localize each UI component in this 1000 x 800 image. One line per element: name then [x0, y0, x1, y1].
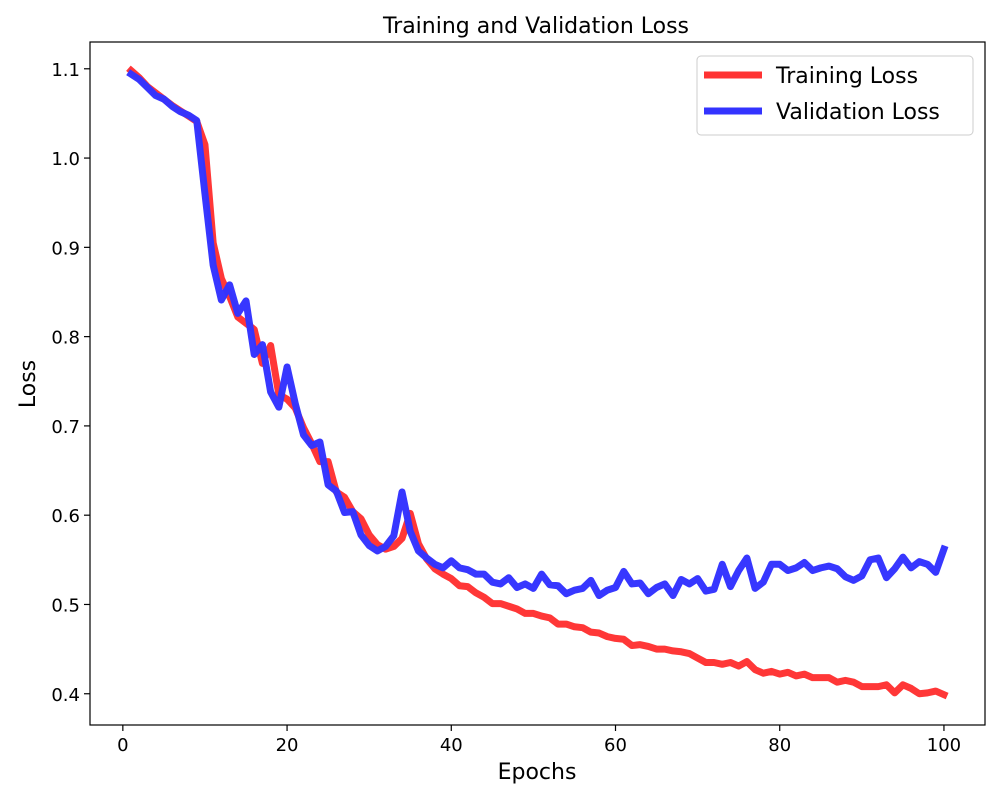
y-tick-label: 0.9 [51, 238, 80, 259]
y-tick-label: 0.5 [51, 595, 80, 616]
x-axis-title: Epochs [498, 760, 577, 785]
legend-label-validation-loss: Validation Loss [776, 100, 940, 125]
y-tick-label: 0.4 [51, 685, 80, 706]
chart-title: Training and Validation Loss [382, 14, 689, 39]
x-tick-label: 80 [768, 735, 791, 756]
y-axis: 0.4 0.5 0.6 0.7 0.8 0.9 1.0 1.1 [51, 60, 90, 706]
y-tick-label: 1.1 [51, 60, 80, 81]
y-tick-label: 1.0 [51, 149, 80, 170]
legend-box [696, 55, 974, 136]
legend-label-training-loss: Training Loss [775, 64, 918, 89]
series-line-training-loss [126, 65, 949, 700]
x-axis: 0 20 40 60 80 100 [117, 725, 961, 756]
x-tick-label: 60 [604, 735, 627, 756]
legend: Training Loss Validation Loss [696, 55, 974, 136]
x-tick-label: 40 [440, 735, 463, 756]
y-axis-title: Loss [16, 360, 41, 408]
x-tick-label: 0 [117, 735, 128, 756]
y-tick-label: 0.7 [51, 417, 80, 438]
y-tick-label: 0.8 [51, 328, 80, 349]
x-tick-label: 20 [276, 735, 299, 756]
plot-lines [126, 65, 949, 700]
x-tick-label: 100 [927, 735, 961, 756]
plot-frame [89, 41, 986, 726]
series-line-validation-loss [126, 69, 949, 600]
y-tick-label: 0.6 [51, 506, 80, 527]
